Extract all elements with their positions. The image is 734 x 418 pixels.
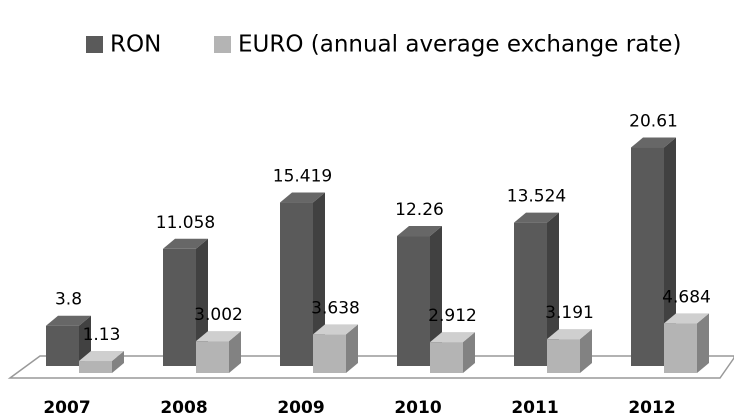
data-label: 3.8 <box>55 290 82 310</box>
bar-front <box>547 339 580 373</box>
bar-top <box>397 226 442 237</box>
bar-front <box>196 341 229 373</box>
x-tick-label: 2007 <box>43 398 90 418</box>
bar <box>313 324 358 373</box>
bar <box>46 315 91 366</box>
data-label: 13.524 <box>507 187 566 207</box>
data-label: 4.684 <box>662 287 711 307</box>
x-tick-label: 2011 <box>511 398 558 418</box>
bar <box>547 329 592 373</box>
bar <box>631 137 676 366</box>
bar-front <box>280 202 313 366</box>
data-label: 2.912 <box>428 306 477 326</box>
bar <box>196 331 241 373</box>
legend-label: EURO (annual average exchange rate) <box>238 32 681 58</box>
bar <box>280 192 325 366</box>
bar-side <box>580 329 592 373</box>
bar-top <box>46 315 91 326</box>
bar-front <box>397 236 430 366</box>
bar <box>514 212 559 366</box>
bar-top <box>430 332 475 343</box>
bar-top <box>163 238 208 249</box>
x-tick-label: 2008 <box>160 398 207 418</box>
data-label: 15.419 <box>273 167 332 187</box>
bar-side <box>229 331 241 373</box>
data-label: 20.61 <box>629 112 678 132</box>
bar-top <box>196 331 241 342</box>
bar-top <box>313 324 358 335</box>
bar-side <box>463 332 475 373</box>
bar <box>79 351 124 373</box>
bar-front <box>163 248 196 366</box>
bar-side <box>547 212 559 366</box>
bar-top <box>664 313 709 324</box>
x-tick-label: 2012 <box>628 398 675 418</box>
bar-front <box>46 325 79 366</box>
data-label: 12.26 <box>395 200 444 220</box>
legend-swatch <box>214 36 231 53</box>
legend-label: RON <box>110 32 161 58</box>
bar-side <box>79 315 91 366</box>
bar-front <box>514 222 547 366</box>
data-label: 3.638 <box>311 298 360 318</box>
data-label: 1.13 <box>83 325 121 345</box>
bar-top <box>631 137 676 148</box>
bar-side <box>664 137 676 366</box>
bar-front <box>79 361 112 373</box>
bar-top <box>280 192 325 203</box>
bar-front <box>313 334 346 373</box>
data-label: 3.191 <box>545 303 594 323</box>
x-tick-label: 2010 <box>394 398 441 418</box>
legend-swatch <box>86 36 103 53</box>
bar-front <box>430 342 463 373</box>
bar-top <box>514 212 559 223</box>
bar <box>430 332 475 373</box>
bar-side <box>112 351 124 373</box>
bar-side <box>430 226 442 366</box>
bar-top <box>547 329 592 340</box>
bar-front <box>664 323 697 373</box>
data-label: 11.058 <box>156 213 215 233</box>
bar-top <box>79 351 124 362</box>
bar-side <box>313 192 325 366</box>
x-tick-label: 2009 <box>277 398 324 418</box>
bar-front <box>631 147 664 366</box>
bar <box>397 226 442 366</box>
bar-side <box>697 313 709 373</box>
bar-side <box>346 324 358 373</box>
bar <box>664 313 709 373</box>
data-label: 3.002 <box>194 305 243 325</box>
